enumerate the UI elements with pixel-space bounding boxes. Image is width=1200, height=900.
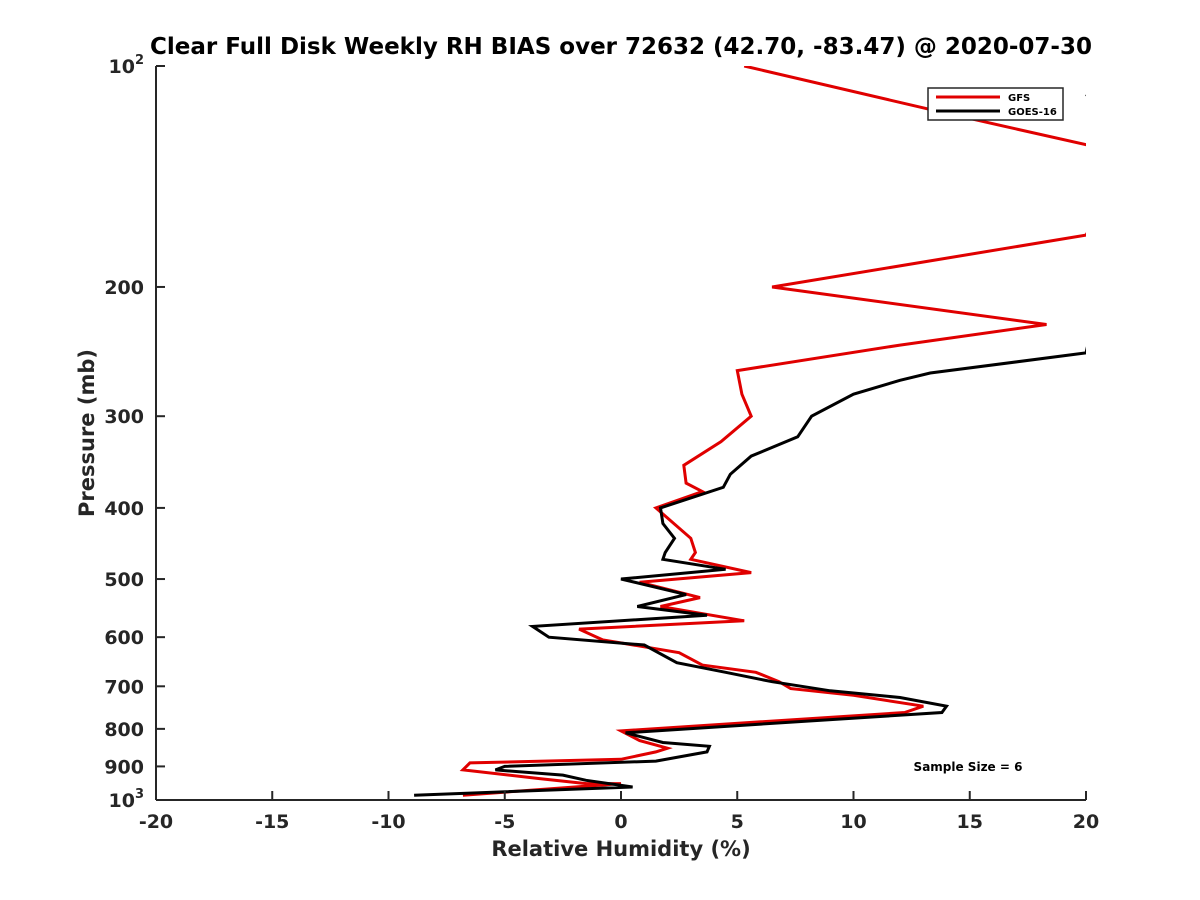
legend: GFS GOES-16 <box>927 87 1064 121</box>
legend-box <box>927 87 1064 121</box>
x-tick-label: 10 <box>840 811 866 833</box>
y-axis-label: Pressure (mb) <box>75 349 99 517</box>
series-line-gfs <box>459 66 1086 797</box>
y-tick-label: 400 <box>104 498 144 520</box>
x-tick-label: 5 <box>731 811 744 833</box>
series-layer <box>414 66 1086 797</box>
x-axis-label: Relative Humidity (%) <box>491 837 750 861</box>
sample-size-annotation: Sample Size = 6 <box>914 760 1023 774</box>
legend-label: GFS <box>1008 93 1030 104</box>
chart-title: Clear Full Disk Weekly RH BIAS over 7263… <box>150 34 1092 60</box>
y-ticks: 102 200 300 400 500 600 700 800 900 103 <box>104 53 165 812</box>
x-ticks: -20 -15 -10 -5 0 5 10 15 20 <box>139 791 1099 833</box>
legend-label: GOES-16 <box>1008 107 1057 118</box>
x-tick-label: 15 <box>957 811 983 833</box>
y-tick-label: 700 <box>104 676 144 698</box>
x-tick-label: 20 <box>1073 811 1099 833</box>
y-tick-label: 102 <box>109 53 145 78</box>
y-tick-label: 800 <box>104 719 144 741</box>
y-tick-label: 300 <box>104 406 144 428</box>
x-tick-label: -15 <box>255 811 289 833</box>
y-tick-label: 103 <box>109 787 145 812</box>
y-tick-label: 500 <box>104 569 144 591</box>
x-tick-label: -10 <box>371 811 405 833</box>
plot-area: -20 -15 -10 -5 0 5 10 15 20 102 200 300 400 500 600 70… <box>104 53 1099 833</box>
y-tick-label: 200 <box>104 277 144 299</box>
y-tick-label: 900 <box>104 756 144 778</box>
y-tick-label: 600 <box>104 627 144 649</box>
x-tick-label: -20 <box>139 811 173 833</box>
x-tick-label: -5 <box>494 811 515 833</box>
series-line-goes-16 <box>414 94 1086 797</box>
x-tick-label: 0 <box>614 811 627 833</box>
